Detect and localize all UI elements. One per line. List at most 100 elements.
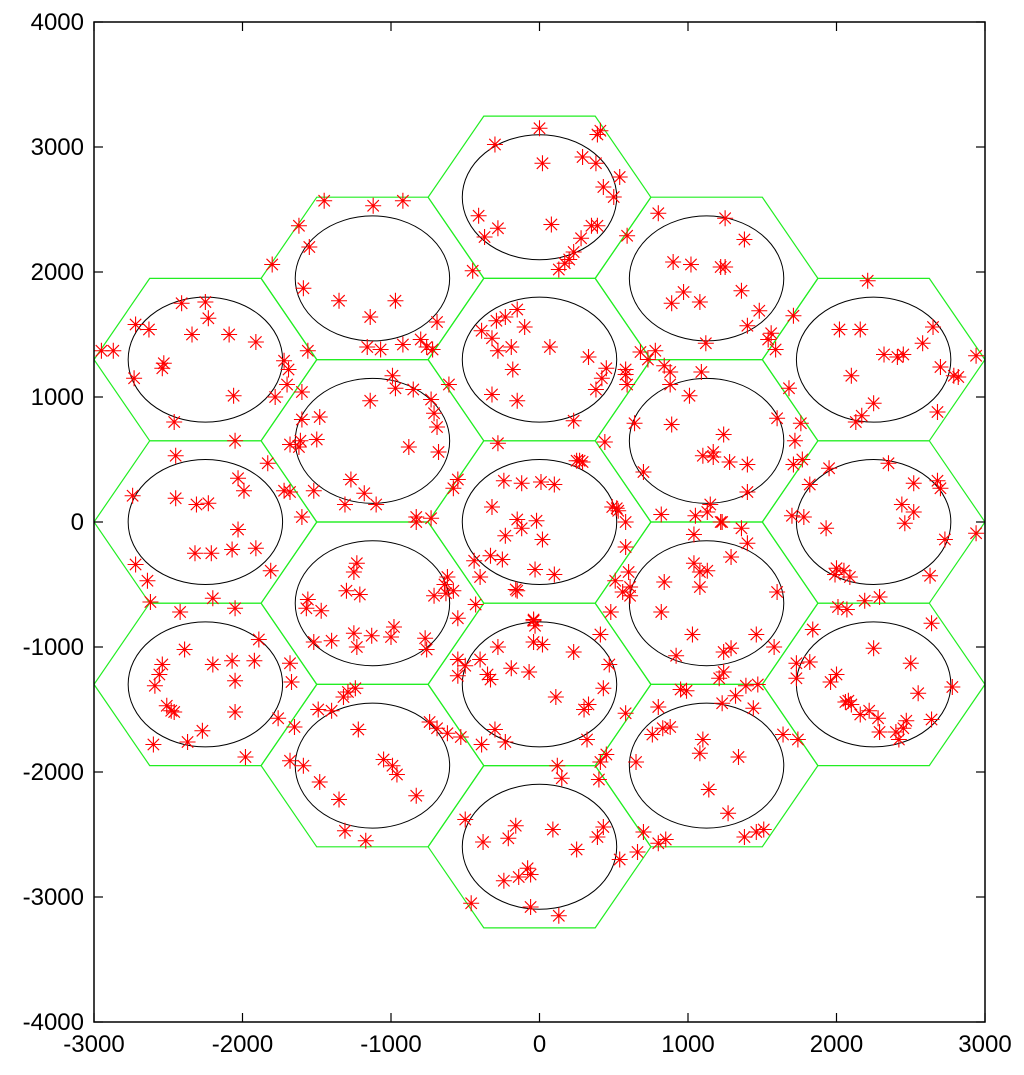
data-point bbox=[828, 666, 845, 683]
data-point bbox=[286, 719, 303, 735]
data-point bbox=[308, 431, 325, 448]
data-point bbox=[944, 679, 961, 695]
data-point bbox=[895, 720, 912, 737]
data-point bbox=[865, 395, 882, 412]
data-point bbox=[528, 512, 545, 529]
data-point bbox=[589, 126, 606, 143]
data-point bbox=[682, 256, 699, 273]
data-point bbox=[166, 704, 183, 720]
data-point bbox=[394, 192, 411, 209]
data-point bbox=[737, 677, 754, 694]
data-point bbox=[923, 711, 940, 728]
data-point bbox=[507, 817, 524, 834]
data-point bbox=[663, 416, 680, 433]
data-point bbox=[827, 566, 844, 583]
data-point bbox=[614, 584, 631, 600]
data-point bbox=[678, 682, 695, 699]
data-point bbox=[821, 460, 838, 477]
data-point bbox=[247, 334, 264, 350]
data-point bbox=[423, 391, 440, 408]
data-point bbox=[922, 567, 939, 584]
data-point bbox=[617, 705, 634, 722]
data-point bbox=[541, 339, 558, 355]
data-point bbox=[503, 339, 520, 355]
data-point bbox=[305, 634, 322, 650]
data-point bbox=[852, 706, 869, 723]
data-point bbox=[914, 335, 931, 352]
data-point bbox=[610, 502, 627, 519]
data-point bbox=[896, 515, 913, 532]
data-point bbox=[264, 256, 281, 273]
data-point bbox=[282, 655, 299, 672]
data-point bbox=[853, 407, 870, 424]
data-point bbox=[336, 822, 353, 839]
data-point bbox=[632, 344, 649, 360]
data-point bbox=[890, 731, 907, 748]
data-point bbox=[748, 626, 765, 643]
data-point bbox=[739, 535, 756, 552]
data-point bbox=[483, 499, 500, 515]
data-point bbox=[363, 627, 380, 644]
data-point bbox=[929, 404, 946, 420]
data-point bbox=[608, 500, 625, 517]
data-point bbox=[687, 507, 704, 524]
coverage-ellipses-layer bbox=[127, 134, 952, 910]
data-point bbox=[224, 652, 241, 669]
data-point bbox=[449, 667, 466, 684]
data-point bbox=[439, 725, 456, 742]
data-point bbox=[400, 439, 417, 455]
data-point bbox=[733, 282, 750, 299]
data-point bbox=[739, 317, 756, 334]
data-point bbox=[509, 511, 526, 528]
data-point bbox=[310, 701, 327, 718]
data-point bbox=[619, 376, 636, 393]
data-point bbox=[463, 895, 480, 912]
data-point bbox=[94, 342, 110, 359]
data-point bbox=[200, 495, 217, 512]
data-point bbox=[509, 301, 526, 318]
data-point bbox=[818, 520, 835, 537]
data-point bbox=[522, 866, 539, 883]
hexagon-cell-4 bbox=[427, 764, 652, 929]
data-point bbox=[598, 746, 615, 763]
data-point bbox=[449, 651, 466, 668]
data-point bbox=[489, 435, 506, 452]
data-point bbox=[580, 349, 597, 365]
data-point bbox=[525, 612, 542, 629]
data-point bbox=[647, 342, 664, 359]
data-point bbox=[426, 405, 443, 422]
data-point bbox=[579, 731, 596, 748]
data-point bbox=[629, 844, 646, 860]
data-point bbox=[783, 507, 800, 524]
data-point bbox=[902, 655, 919, 672]
data-point bbox=[650, 835, 667, 852]
data-point bbox=[301, 239, 318, 255]
data-point bbox=[945, 367, 962, 384]
data-point bbox=[622, 579, 639, 595]
data-point bbox=[620, 564, 637, 580]
data-point bbox=[656, 574, 673, 590]
data-point bbox=[259, 455, 276, 472]
data-point bbox=[494, 551, 511, 568]
data-point bbox=[775, 726, 792, 743]
data-point bbox=[142, 594, 159, 610]
data-point bbox=[653, 506, 670, 523]
data-point bbox=[282, 752, 299, 769]
tick-marks-layer bbox=[93, 21, 986, 1023]
data-point bbox=[293, 384, 310, 400]
data-point bbox=[635, 464, 652, 480]
data-point bbox=[574, 454, 591, 470]
data-point bbox=[282, 484, 299, 500]
data-point bbox=[789, 731, 806, 748]
data-point bbox=[662, 364, 679, 380]
y-tick-label: -2000 bbox=[23, 759, 84, 786]
data-point bbox=[522, 899, 539, 915]
data-point bbox=[224, 541, 241, 558]
y-tick-label: 1000 bbox=[31, 384, 84, 411]
data-point bbox=[280, 361, 297, 378]
data-point bbox=[290, 439, 307, 455]
data-point bbox=[595, 179, 612, 195]
data-point bbox=[405, 381, 422, 398]
data-point bbox=[880, 455, 897, 472]
